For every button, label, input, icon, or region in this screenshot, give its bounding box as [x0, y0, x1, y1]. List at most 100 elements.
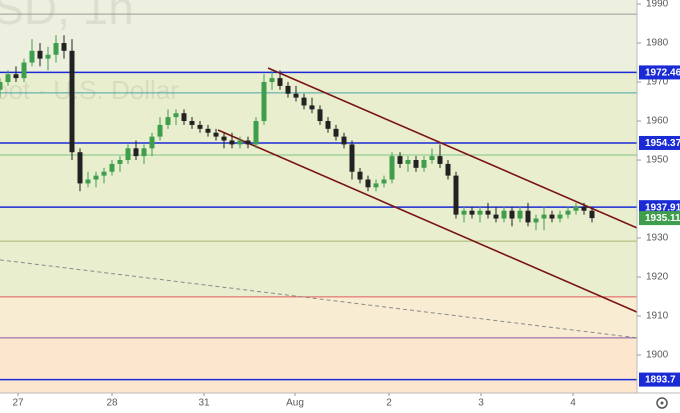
candle-body [213, 132, 219, 137]
trend-line [0, 259, 638, 339]
candle-body [173, 113, 179, 118]
zone [0, 297, 637, 338]
candle-body [13, 74, 19, 79]
zone [0, 338, 637, 393]
candle-body [285, 85, 291, 94]
candle-body [317, 109, 323, 122]
candle-body [21, 62, 27, 79]
candle-body [293, 93, 299, 98]
settings-center[interactable] [660, 401, 664, 405]
candle-body [469, 210, 475, 215]
candle-body [165, 117, 171, 125]
candle-body [93, 175, 99, 180]
candle-body [517, 210, 523, 219]
y-tick-label: 1970 [646, 77, 669, 88]
candle-body [205, 128, 211, 133]
candle-body [245, 140, 251, 145]
candle-body [29, 50, 35, 63]
candle-body [309, 105, 315, 110]
candle-body [261, 82, 267, 122]
candle-body [349, 144, 355, 172]
candle-body [221, 136, 227, 141]
candle-body [437, 156, 443, 164]
candle-body [357, 171, 363, 180]
x-tick-label: 4 [570, 398, 576, 409]
y-tick-label: 1990 [646, 0, 669, 10]
candle-body [485, 210, 491, 215]
candle-body [53, 43, 59, 55]
candle-body [229, 140, 235, 145]
candle-body [461, 210, 467, 215]
candle-body [533, 218, 539, 223]
candle-body [189, 121, 195, 125]
candle-body [541, 214, 547, 219]
candle-body [341, 136, 347, 145]
y-tick-label: 1920 [646, 272, 669, 283]
last-price-tag [639, 211, 680, 226]
candle-body [197, 124, 203, 129]
candle-body [301, 97, 307, 106]
candle-body [405, 160, 411, 164]
candle-body [365, 179, 371, 188]
candle-body [109, 163, 115, 172]
candle-body [453, 175, 459, 215]
watermark: USD, 1h [0, 0, 134, 34]
price-tag-label: 1972.46 [645, 68, 680, 79]
candle-body [333, 128, 339, 137]
candle-body [157, 124, 163, 137]
candle-body [477, 210, 483, 215]
settings-icon[interactable] [656, 397, 668, 409]
x-tick-label: 27 [12, 398, 24, 409]
x-tick-label: 28 [106, 398, 118, 409]
candle-body [509, 210, 515, 219]
candle-body [277, 78, 283, 86]
candle-body [525, 210, 531, 223]
candle-body [413, 160, 419, 168]
price-tag-label: 1893.7 [645, 375, 676, 386]
last-price-label: 1935.11 [645, 213, 680, 224]
x-tick-label: 31 [198, 398, 210, 409]
price-tag [639, 135, 680, 150]
y-tick-label: 1960 [646, 116, 669, 127]
candle-body [397, 156, 403, 164]
candle-body [581, 206, 587, 211]
candle-body [493, 214, 499, 219]
y-tick-label: 1910 [646, 311, 669, 322]
candle-body [77, 152, 83, 184]
candle-body [557, 214, 563, 219]
price-tag-label: 1954.37 [645, 138, 680, 149]
candle-body [133, 148, 139, 157]
y-tick-label: 1980 [646, 38, 669, 49]
zone [0, 0, 637, 72]
price-tag [639, 200, 680, 215]
candle-body [325, 121, 331, 129]
candle-body [125, 148, 131, 161]
candle-body [269, 78, 275, 83]
candle-body [445, 163, 451, 176]
candle-body [85, 179, 91, 184]
x-tick-label: 2 [386, 398, 392, 409]
candle-body [565, 210, 571, 215]
candle-body [61, 43, 67, 51]
candle-body [421, 160, 427, 168]
trend-line [267, 67, 638, 229]
candle-body [253, 121, 259, 145]
candle-body [101, 171, 107, 176]
candle-body [45, 54, 51, 59]
candle-body [149, 136, 155, 149]
candle-body [5, 74, 11, 83]
candle-body [373, 183, 379, 188]
trend-line [217, 129, 638, 313]
candle-body [501, 210, 507, 219]
candle-body [69, 50, 75, 153]
x-tick-label: 3 [478, 398, 484, 409]
settings-gear[interactable] [656, 397, 668, 409]
candle-body [589, 210, 595, 219]
candle-body [181, 113, 187, 122]
candle-body [549, 214, 555, 219]
x-tick-label: Aug [286, 398, 304, 409]
y-tick-label: 1930 [646, 233, 669, 244]
candle-body [573, 206, 579, 211]
candle-body [117, 160, 123, 164]
